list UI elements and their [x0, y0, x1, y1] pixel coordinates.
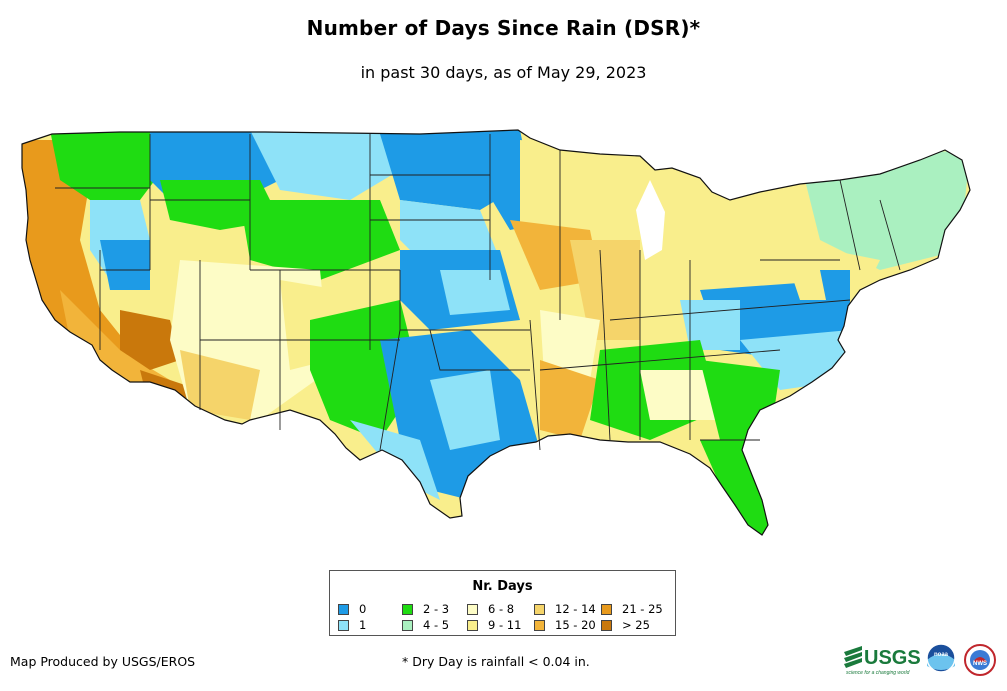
map-legend: Nr. Days 0 1 2 - 3 4 - 5 6 - 8 9 - 11 12 - 14 1… [329, 570, 676, 636]
legend-swatch [534, 603, 545, 615]
nws-logo: NWS [964, 644, 996, 676]
legend-swatch [402, 619, 413, 631]
noaa-logo: noaa [926, 643, 956, 673]
legend-label: 9 - 11 [488, 618, 522, 632]
agency-logos: USGS science for a changing world noaa N… [844, 643, 996, 676]
map-subtitle: in past 30 days, as of May 29, 2023 [360, 63, 647, 82]
legend-label: 15 - 20 [555, 618, 596, 632]
legend-label: 12 - 14 [555, 602, 596, 616]
legend-items: 0 1 2 - 3 4 - 5 6 - 8 9 - 11 12 - 14 15 - 20 21 … [338, 601, 668, 633]
legend-label: 21 - 25 [622, 602, 663, 616]
dsr-raster [22, 130, 970, 535]
svg-text:USGS: USGS [864, 647, 921, 669]
legend-item: 1 [338, 617, 402, 633]
legend-swatch [338, 603, 349, 615]
usgs-logo: USGS science for a changing world [844, 646, 921, 676]
legend-label: 1 [359, 618, 367, 632]
legend-label: 0 [359, 602, 367, 616]
state-boundaries [55, 134, 901, 451]
svg-text:noaa: noaa [934, 652, 949, 658]
legend-label: 2 - 3 [423, 602, 450, 616]
legend-swatch [467, 603, 478, 615]
legend-title: Nr. Days [472, 579, 533, 594]
legend-item: 6 - 8 [467, 601, 534, 617]
legend-swatch [402, 603, 413, 615]
legend-label: 4 - 5 [423, 618, 450, 632]
legend-swatch [601, 619, 612, 631]
legend-item: 21 - 25 [601, 601, 668, 617]
legend-swatch [601, 603, 612, 615]
legend-item: 4 - 5 [402, 617, 467, 633]
legend-swatch [338, 619, 349, 631]
legend-item: 12 - 14 [534, 601, 601, 617]
svg-text:science for a changing world: science for a changing world [846, 670, 910, 676]
dry-day-note: * Dry Day is rainfall < 0.04 in. [402, 654, 590, 669]
legend-swatch [534, 619, 545, 631]
produced-by-label: Map Produced by USGS/EROS [10, 654, 196, 669]
legend-label: 6 - 8 [488, 602, 515, 616]
legend-label: > 25 [622, 618, 650, 632]
legend-swatch [467, 619, 478, 631]
legend-item: 15 - 20 [534, 617, 601, 633]
map-title: Number of Days Since Rain (DSR)* [306, 16, 701, 40]
legend-item: 9 - 11 [467, 617, 534, 633]
legend-item: 0 [338, 601, 402, 617]
legend-item: > 25 [601, 617, 668, 633]
legend-item: 2 - 3 [402, 601, 467, 617]
svg-text:NWS: NWS [973, 661, 987, 667]
dsr-map [21, 129, 971, 536]
